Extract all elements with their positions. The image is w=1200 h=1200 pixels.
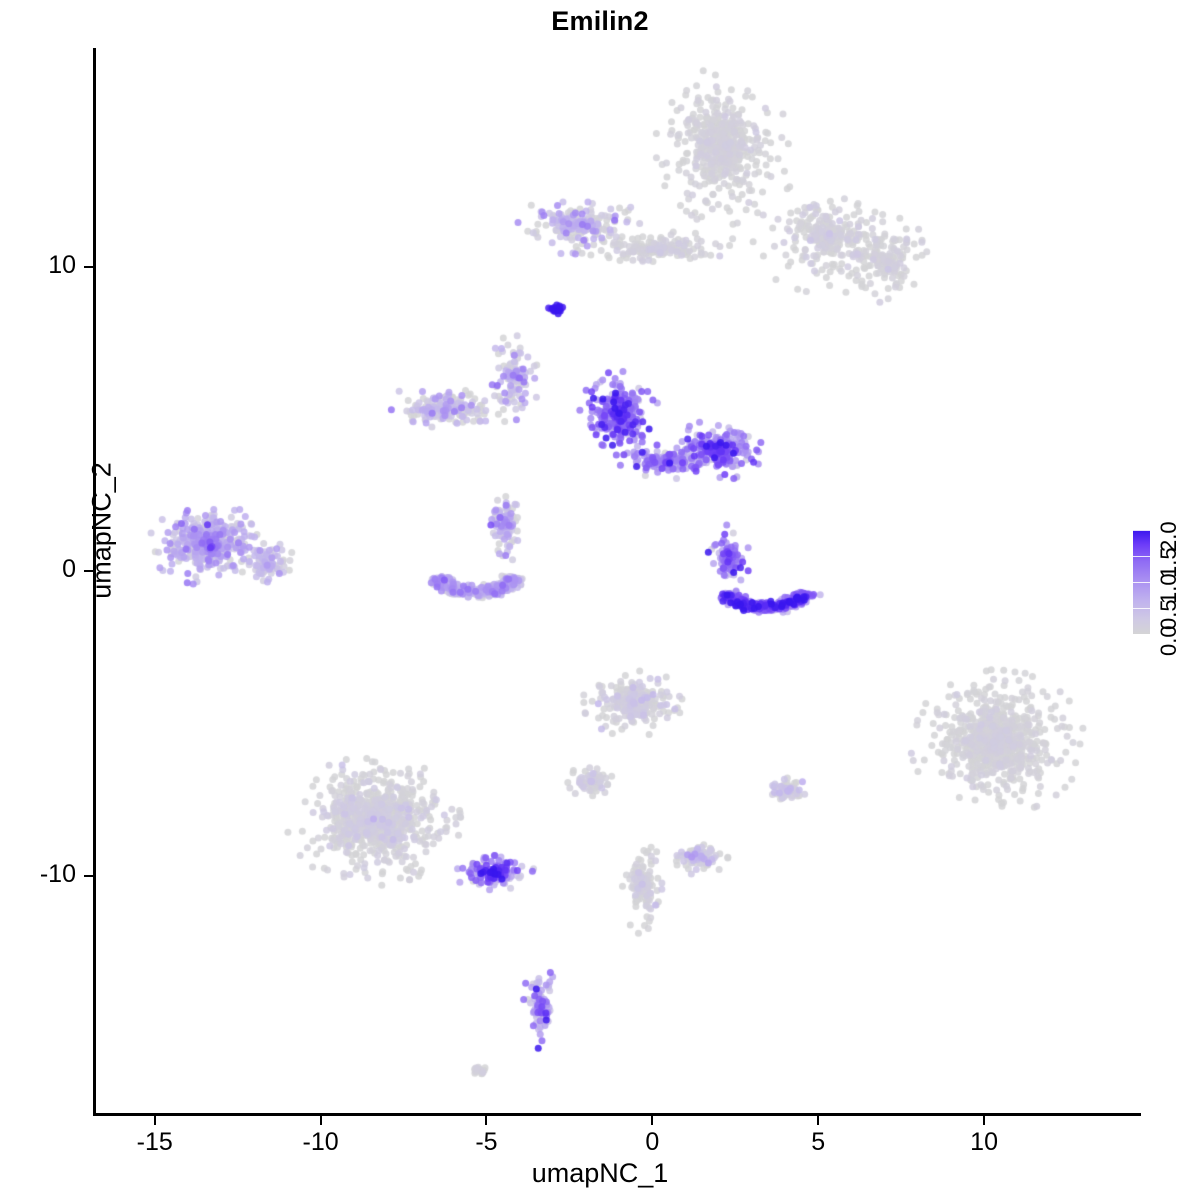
y-tick-mark (84, 570, 93, 573)
legend-tick-mark (1133, 608, 1150, 609)
x-tick-label: 0 (645, 1128, 660, 1156)
plot-panel (95, 48, 1140, 1113)
legend-tick-mark (1133, 530, 1150, 531)
x-tick-label: 10 (970, 1128, 998, 1156)
y-tick-mark (84, 266, 93, 269)
y-axis-line (93, 48, 96, 1116)
y-tick-label: 0 (62, 555, 76, 584)
x-tick-mark (153, 1116, 156, 1125)
x-tick-mark (983, 1116, 986, 1125)
legend-tick-mark (1133, 582, 1150, 583)
x-axis-label: umapNC_1 (531, 1158, 669, 1188)
scatter-plot-canvas (95, 48, 1140, 1113)
y-tick-label: -10 (39, 859, 76, 888)
x-tick-label: -10 (302, 1128, 339, 1156)
x-tick-mark (319, 1116, 322, 1125)
x-tick-mark (651, 1116, 654, 1125)
x-tick-label: 5 (811, 1128, 826, 1156)
legend-tick-mark (1133, 556, 1150, 557)
x-tick-mark (817, 1116, 820, 1125)
y-axis-label: umapNC_2 (86, 462, 117, 599)
scatter-canvas-layer (95, 48, 1140, 1113)
x-tick-label: -15 (136, 1128, 173, 1156)
color-legend: 0.0 0.5 1.0 1.5 2.0 (1128, 520, 1200, 656)
y-tick-mark (84, 874, 93, 877)
page-title: Emilin2 (551, 6, 649, 36)
y-tick-label: 10 (48, 251, 76, 280)
x-tick-label: -5 (475, 1128, 498, 1156)
x-tick-mark (485, 1116, 488, 1125)
legend-tick-label: 2.0 (1156, 521, 1181, 552)
x-axis-line (93, 1113, 1141, 1116)
